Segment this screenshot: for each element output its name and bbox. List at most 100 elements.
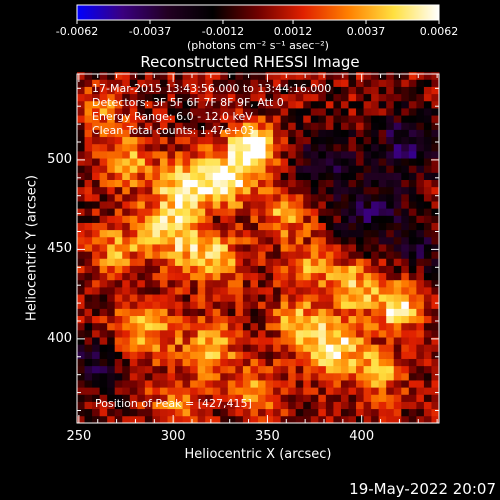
heatmap-cell [250,186,259,195]
heatmap-cell [408,294,417,302]
heatmap-cell [310,258,319,266]
heatmap-cell [378,143,387,152]
heatmap-cell [212,115,221,123]
heatmap-cell [144,236,153,245]
heatmap-cell [280,265,289,274]
heatmap-cell [107,172,116,180]
heatmap-cell [205,150,214,159]
heatmap-cell [310,115,319,123]
heatmap-cell [205,358,214,367]
heatmap-cell [220,244,229,252]
heatmap-cell [295,415,304,424]
heatmap-cell [431,129,440,138]
heatmap-cell [303,244,312,252]
heatmap-cell [152,408,161,417]
heatmap-cell [333,315,342,324]
heatmap-cell [107,115,116,123]
heatmap-cell [340,408,349,417]
heatmap-cell [99,93,108,102]
heatmap-cell [107,186,116,195]
heatmap-cell [167,129,176,138]
heatmap-cell [431,322,440,331]
heatmap-cell [99,286,108,295]
heatmap-cell [129,351,138,359]
heatmap-cell [356,415,364,424]
heatmap-cell [295,93,304,102]
heatmap-cell [378,208,387,216]
heatmap-cell [250,136,259,145]
heatmap-cell [159,286,168,295]
heatmap-cell [227,201,236,209]
heatmap-cell [129,286,138,295]
heatmap-cell [378,322,387,331]
heatmap-cell [378,408,387,417]
heatmap-cell [333,222,342,231]
heatmap-cell [318,208,327,216]
heatmap-cell [182,387,191,395]
heatmap-cell [258,344,266,352]
heatmap-cell [242,136,251,145]
heatmap-cell [137,258,146,266]
heatmap-cell [175,415,183,424]
heatmap-cell [371,222,380,231]
heatmap-cell [182,150,191,159]
heatmap-cell [250,229,259,238]
heatmap-cell [190,251,199,259]
heatmap-cell [356,236,364,245]
heatmap-cell [295,172,304,180]
heatmap-cell [280,344,289,352]
heatmap-cell [220,100,229,109]
heatmap-cell [348,415,357,424]
heatmap-cell [122,408,131,417]
heatmap-cell [416,258,425,266]
heatmap-cell [152,258,161,266]
heatmap-cell [114,244,123,252]
heatmap-cell [227,229,236,238]
heatmap-cell [152,122,161,130]
heatmap-cell [265,244,274,252]
heatmap-cell [122,401,131,410]
heatmap-cell [114,394,123,402]
heatmap-cell [152,93,161,102]
heatmap-cell [182,215,191,223]
heatmap-cell [371,308,380,317]
heatmap-cell [423,394,432,402]
heatmap-cell [356,172,364,180]
heatmap-cell [197,208,206,216]
heatmap-cell [77,100,85,109]
heatmap-cell [144,258,153,266]
heatmap-cell [242,222,251,231]
heatmap-cell [386,158,395,166]
heatmap-cell [212,122,221,130]
heatmap-cell [212,129,221,138]
heatmap-cell [416,358,425,367]
heatmap-cell [318,129,327,138]
heatmap-cell [242,100,251,109]
heatmap-cell [325,150,334,159]
heatmap-cell [310,229,319,238]
heatmap-cell [220,150,229,159]
heatmap-cell [393,244,402,252]
heatmap-cell [431,251,440,259]
heatmap-cell [152,372,161,381]
heatmap-cell [333,337,342,345]
heatmap-cell [92,150,101,159]
heatmap-cell [107,165,116,173]
heatmap-cell [175,294,183,302]
heatmap-cell [205,337,214,345]
heatmap-cell [310,122,319,130]
heatmap-cell [303,372,312,381]
heatmap-cell [333,351,342,359]
heatmap-cell [265,337,274,345]
heatmap-cell [416,129,425,138]
heatmap-cell [167,158,176,166]
heatmap-cell [303,129,312,138]
heatmap-cell [280,172,289,180]
heatmap-cell [197,222,206,231]
heatmap-cell [393,108,402,116]
heatmap-cell [167,79,176,87]
heatmap-cell [99,322,108,331]
heatmap-cell [114,215,123,223]
heatmap-cell [310,222,319,231]
heatmap-cell [401,365,410,374]
